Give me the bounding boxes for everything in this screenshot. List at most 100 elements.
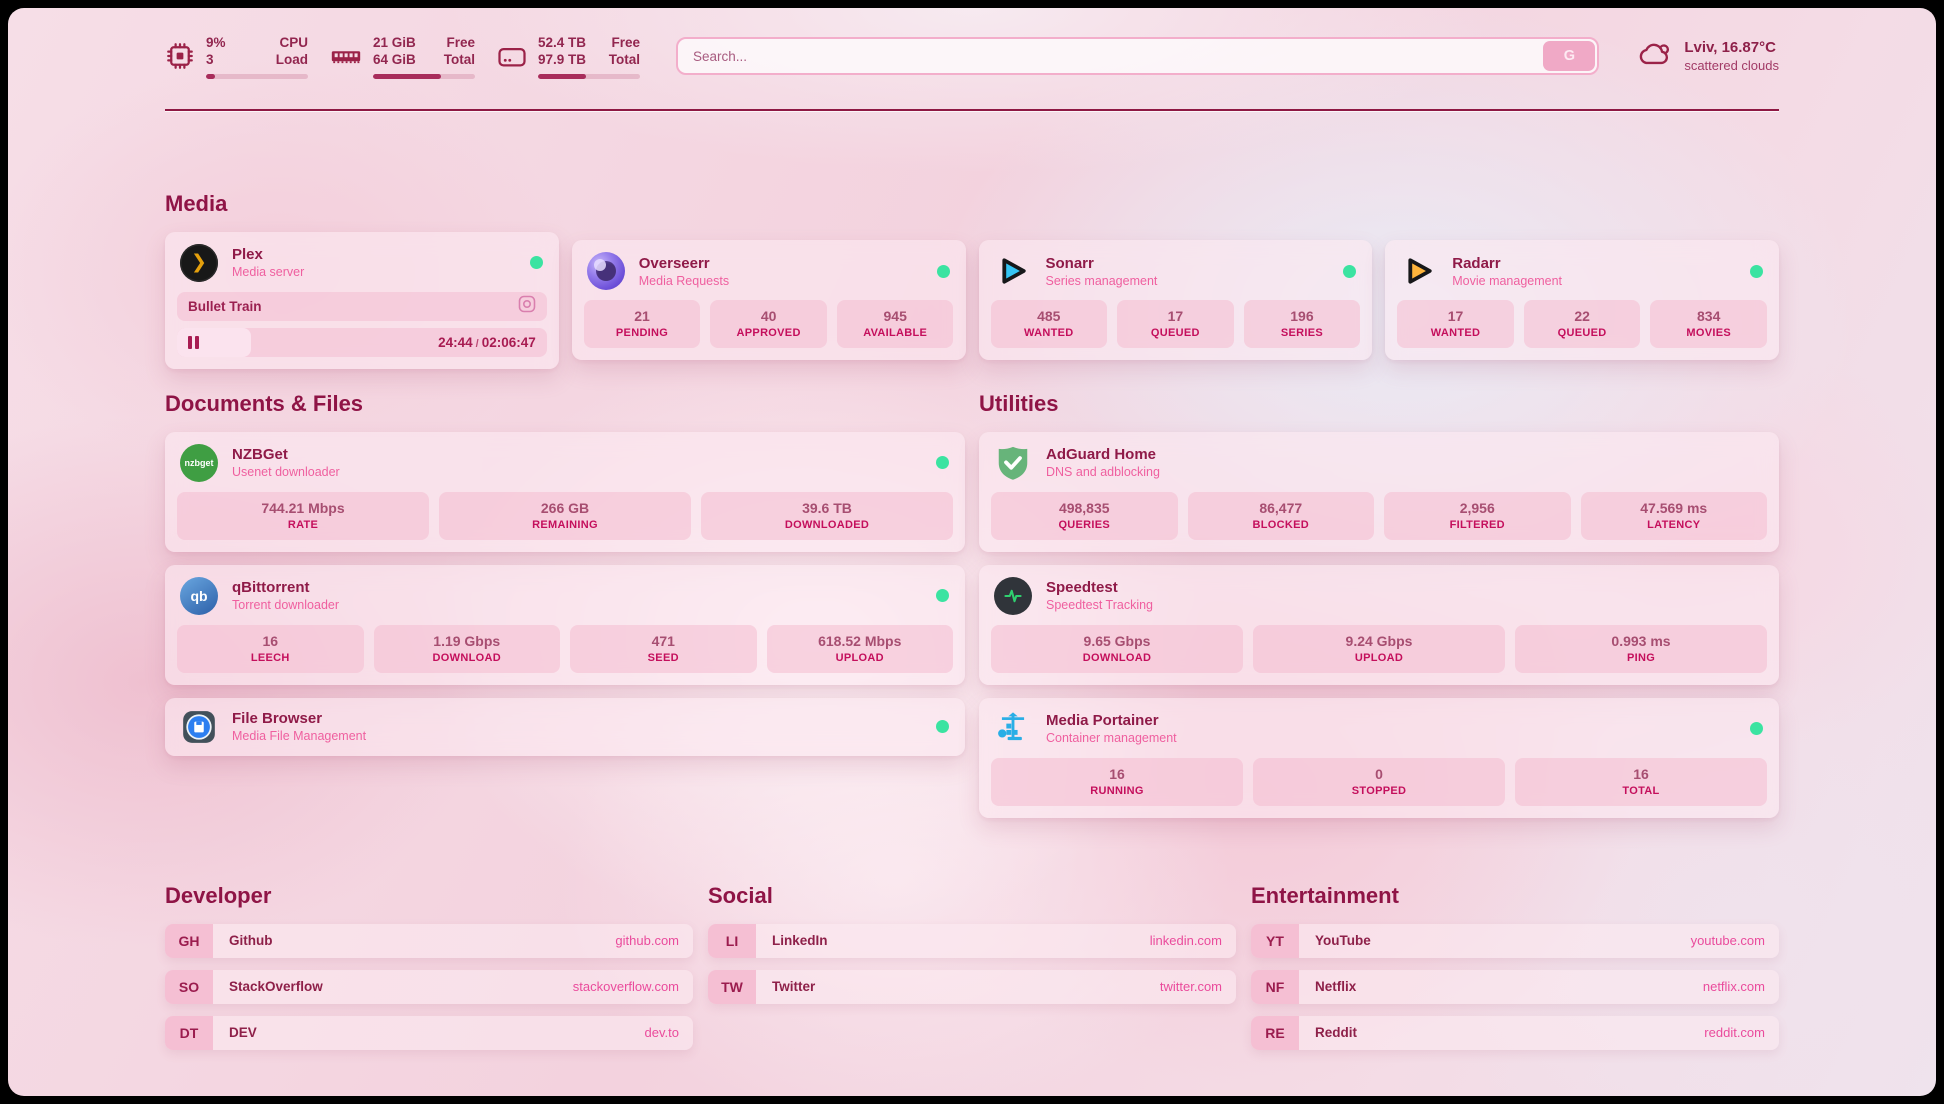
stat-tile: 744.21 Mbps RATE — [177, 491, 429, 540]
utilities-column: Utilities AdGuard Home DNS and adblocki — [979, 369, 1779, 831]
stat-tile: 196 SERIES — [1243, 300, 1361, 349]
now-playing-row: Bullet Train — [177, 291, 547, 321]
bookmark-name: Reddit — [1315, 1025, 1357, 1041]
portainer-card[interactable]: Media Portainer Container management 16 … — [979, 697, 1779, 818]
stat-tile: 86,477 BLOCKED — [1187, 491, 1374, 540]
radarr-card[interactable]: Radarr Movie management 17 WANTED 22 QUE… — [1385, 240, 1779, 361]
plex-icon: ❯ — [179, 243, 219, 283]
ram-label-top: Free — [446, 35, 475, 50]
ram-label-bottom: Total — [443, 52, 475, 68]
stat-tile: 1.19 Gbps DOWNLOAD — [373, 624, 560, 673]
bookmark-github[interactable]: GH Github github.com — [165, 923, 693, 958]
stat-tile: 17 WANTED — [1397, 300, 1514, 349]
search-bar: G — [676, 37, 1600, 76]
plex-card[interactable]: ❯ Plex Media server Bullet Train — [165, 231, 559, 369]
stat-tile: 945 AVAILABLE — [836, 300, 954, 349]
status-dot — [936, 589, 949, 603]
nzbget-card[interactable]: nzbget NZBGet Usenet downloader 744.21 M… — [165, 431, 965, 552]
cpu-progress-bar — [206, 73, 308, 79]
app-name: Radarr — [1452, 254, 1501, 272]
status-dot — [936, 264, 950, 278]
dashboard-content: Media ❯ Plex Media server Bullet Train — [8, 191, 1936, 1096]
dashboard-page: 9% 3 CPU Load — [8, 8, 1936, 1096]
stat-tile: 21 PENDING — [583, 300, 701, 349]
overseerr-icon — [586, 251, 626, 291]
bookmark-twitter[interactable]: TW Twitter twitter.com — [708, 969, 1236, 1004]
bookmark-reddit[interactable]: RE Reddit reddit.com — [1251, 1015, 1779, 1050]
stat-tile: 471 SEED — [570, 624, 757, 673]
bookmark-domain: youtube.com — [1690, 933, 1765, 949]
ram-widget: 21 GiB 64 GiB Free Total — [330, 34, 475, 79]
disk-progress-bar — [538, 73, 640, 79]
stat-tile: 16 LEECH — [177, 624, 364, 673]
bookmark-abbr: SO — [165, 969, 213, 1004]
app-name: Overseerr — [638, 254, 710, 272]
bookmark-netflix[interactable]: NF Netflix netflix.com — [1251, 969, 1779, 1004]
bookmark-name: Netflix — [1315, 979, 1357, 995]
sonarr-card[interactable]: Sonarr Series management 485 WANTED 17 Q… — [978, 240, 1373, 361]
ram-progress-bar — [373, 73, 475, 79]
cpu-icon — [165, 41, 195, 71]
disk-widget: 52.4 TB 97.9 TB Free Total — [497, 34, 640, 79]
bookmark-linkedin[interactable]: LI LinkedIn linkedin.com — [708, 923, 1236, 958]
ram-icon — [330, 43, 362, 69]
speedtest-icon — [993, 576, 1033, 616]
cpu-label-bottom: Load — [275, 52, 308, 68]
bookmark-name: Github — [229, 933, 273, 949]
app-name: qBittorrent — [232, 579, 310, 597]
bookmark-dev[interactable]: DT DEV dev.to — [165, 1015, 693, 1050]
bookmark-domain: reddit.com — [1704, 1025, 1765, 1041]
cpu-widget: 9% 3 CPU Load — [165, 34, 308, 79]
app-name: Media Portainer — [1046, 712, 1159, 730]
bookmark-stackoverflow[interactable]: SO StackOverflow stackoverflow.com — [165, 969, 693, 1004]
app-description: Media server — [232, 265, 305, 280]
stat-tile: 2,956 FILTERED — [1384, 491, 1571, 540]
status-dot — [529, 256, 543, 270]
stat-tile: 485 WANTED — [990, 300, 1108, 349]
now-playing-title: Bullet Train — [188, 298, 262, 314]
speedtest-card[interactable]: Speedtest Speedtest Tracking 9.65 Gbps D… — [979, 564, 1779, 685]
overseerr-card[interactable]: Overseerr Media Requests 21 PENDING 40 A… — [571, 240, 966, 361]
bookmark-domain: github.com — [615, 933, 679, 949]
weather-widget: Lviv, 16.87°C scattered clouds — [1635, 39, 1779, 74]
disk-value: 52.4 TB — [538, 35, 587, 50]
app-description: Container management — [1046, 731, 1177, 746]
status-dot — [1750, 264, 1763, 278]
disk-label-bottom: Total — [608, 52, 640, 68]
bookmark-abbr: LI — [708, 923, 756, 958]
search-engine-button[interactable]: G — [1543, 41, 1596, 72]
filebrowser-card[interactable]: File Browser Media File Management — [165, 697, 965, 756]
qbittorrent-card[interactable]: qb qBittorrent Torrent downloader 16 LEE… — [165, 564, 965, 685]
bookmark-name: Twitter — [772, 979, 816, 995]
section-title-media: Media — [165, 190, 228, 216]
app-name: File Browser — [232, 710, 323, 728]
app-name: AdGuard Home — [1046, 446, 1157, 464]
bookmark-abbr: RE — [1251, 1015, 1299, 1050]
bookmark-domain: dev.to — [644, 1025, 679, 1041]
app-description: Media File Management — [232, 729, 367, 744]
app-name: Speedtest — [1046, 579, 1118, 597]
nzbget-icon: nzbget — [179, 443, 219, 483]
search-input[interactable] — [676, 37, 1600, 76]
status-dot — [936, 720, 949, 734]
bookmarks-developer: Developer GH Github github.com SO StackO… — [165, 831, 693, 1062]
status-dot — [936, 456, 949, 470]
bookmark-youtube[interactable]: YT YouTube youtube.com — [1251, 923, 1779, 958]
bookmark-abbr: DT — [165, 1015, 213, 1050]
adguard-icon — [993, 443, 1033, 483]
bookmark-domain: twitter.com — [1159, 979, 1222, 995]
stat-tile: 17 QUEUED — [1117, 300, 1234, 349]
adguard-card[interactable]: AdGuard Home DNS and adblocking 498,835 … — [979, 431, 1779, 552]
stat-tile: 22 QUEUED — [1523, 300, 1641, 349]
bookmark-name: StackOverflow — [229, 979, 323, 995]
stat-tile: 0.993 ms PING — [1515, 624, 1767, 673]
bookmark-name: YouTube — [1315, 933, 1371, 949]
app-description: Speedtest Tracking — [1046, 598, 1154, 613]
radarr-icon — [1399, 251, 1439, 291]
stat-tile: 9.65 Gbps DOWNLOAD — [991, 624, 1243, 673]
stat-tile: 16 TOTAL — [1515, 757, 1767, 806]
stat-tile: 16 RUNNING — [991, 757, 1243, 806]
app-description: Series management — [1045, 273, 1158, 288]
portainer-icon — [993, 709, 1033, 749]
stat-tile: 0 STOPPED — [1253, 757, 1505, 806]
